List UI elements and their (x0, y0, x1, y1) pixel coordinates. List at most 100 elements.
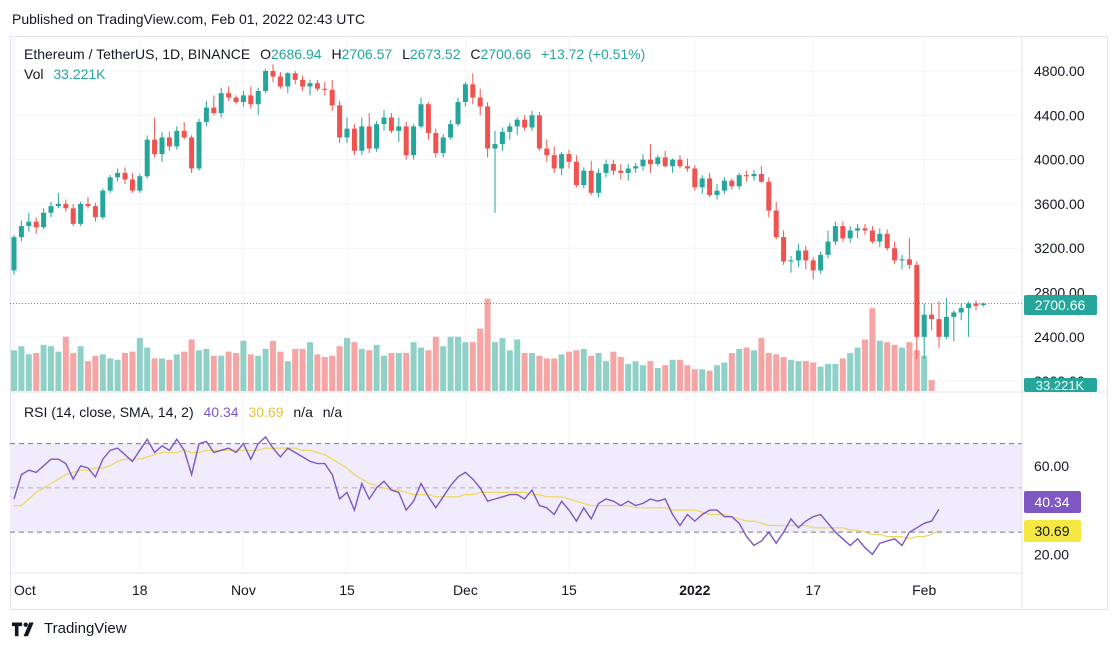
candle (144, 135, 150, 179)
volume-bar (432, 336, 439, 391)
volume-bar (921, 355, 928, 391)
volume-bar (336, 346, 343, 391)
candle (218, 87, 224, 118)
candle (255, 87, 261, 116)
candle-body (196, 121, 202, 169)
volume-bar (218, 355, 225, 391)
time-tick-label: 15 (339, 582, 355, 598)
high-value: 2706.57 (342, 46, 393, 62)
candle-body (329, 89, 335, 106)
footer-brand[interactable]: TradingView (12, 620, 127, 637)
candle-body (166, 137, 172, 147)
candle (773, 201, 779, 240)
candle (41, 208, 47, 230)
candle (137, 174, 143, 193)
candle (943, 298, 949, 340)
candle-body (714, 190, 720, 196)
candle-body (351, 128, 357, 151)
candle-body (63, 203, 69, 209)
volume-bar (588, 355, 595, 391)
candle (825, 230, 831, 259)
candle-body (55, 203, 61, 207)
rsi-value: 40.34 (204, 404, 239, 420)
volume-bar (566, 351, 572, 391)
candle-body (744, 175, 750, 177)
candle (921, 303, 927, 359)
candle-body (396, 126, 402, 131)
candle-body (470, 84, 476, 98)
candle (189, 135, 195, 173)
volume-bar (788, 359, 794, 391)
close-value: 2700.66 (481, 46, 532, 62)
rsi-tick-label: 60.00 (1034, 458, 1069, 474)
time-tick-label: 15 (561, 582, 577, 598)
candle-body (640, 159, 646, 167)
volume-bar (802, 361, 809, 391)
candle-body (581, 170, 587, 186)
time-axis[interactable]: Oct 18 Nov 15 Dec 15 2022 17 Feb (14, 582, 936, 598)
candle-body (300, 79, 306, 87)
candle-body (692, 168, 698, 188)
volume-bar (255, 355, 262, 391)
volume-bar (699, 369, 706, 391)
volume-bars (11, 298, 935, 391)
volume-bar (262, 348, 269, 391)
candle-body (381, 117, 387, 125)
candle-body (26, 221, 32, 227)
candle (248, 86, 254, 109)
volume-bar (425, 350, 432, 391)
candle-body (322, 88, 328, 90)
candle-body (218, 93, 224, 114)
volume-bar (122, 353, 128, 391)
volume-bar (410, 342, 417, 391)
candle (462, 82, 468, 107)
candle (166, 131, 172, 151)
candle-body (174, 130, 180, 147)
candle (374, 120, 380, 152)
candle (647, 144, 653, 173)
volume-bar (366, 350, 373, 391)
volume-bar (891, 344, 898, 391)
footer-brand-text: TradingView (44, 620, 127, 637)
rsi-sma-line (14, 447, 940, 540)
candle-body (492, 144, 498, 149)
volume-bar (751, 350, 757, 391)
candle-body (840, 226, 846, 239)
candle (411, 124, 417, 160)
volume-bar (780, 357, 787, 391)
candle-body (862, 228, 868, 231)
volume-bar (181, 351, 188, 391)
candle (337, 100, 343, 144)
candle-body (566, 154, 572, 162)
chart-canvas[interactable]: 2000.002400.002800.003200.003600.004000.… (0, 0, 1116, 610)
candle (914, 261, 920, 359)
time-tick-label: 18 (132, 582, 148, 598)
candle-body (240, 95, 246, 103)
candle (573, 155, 579, 188)
candle (566, 149, 572, 169)
volume-bar (395, 353, 402, 391)
candle-body (966, 303, 972, 309)
candle (485, 102, 491, 158)
candle (714, 183, 720, 200)
volume-bar (136, 338, 143, 391)
candle-body (825, 241, 831, 255)
candle-body (359, 126, 365, 151)
candle (892, 241, 898, 264)
time-tick-label: 2022 (679, 582, 710, 598)
candle (869, 226, 875, 244)
rsi-axis[interactable]: 20.00 60.00 (1034, 458, 1069, 563)
candle (514, 117, 520, 136)
rsi-line (13, 435, 940, 556)
candle-body (618, 170, 624, 173)
candle (958, 303, 964, 321)
volume-bar (854, 347, 861, 391)
price-axis[interactable]: 2000.002400.002800.003200.003600.004000.… (1034, 63, 1085, 389)
candle-body (226, 93, 232, 98)
rsi-tick-label: 20.00 (1034, 546, 1069, 562)
candle (729, 178, 735, 190)
candle-body (677, 159, 683, 167)
volume-bar (492, 342, 498, 391)
candle (418, 97, 424, 129)
candle-body (610, 164, 616, 171)
